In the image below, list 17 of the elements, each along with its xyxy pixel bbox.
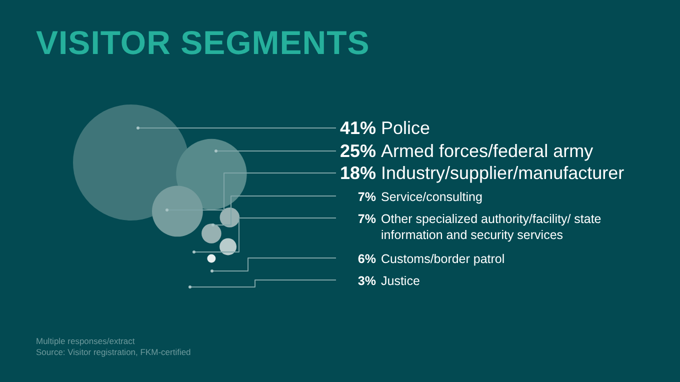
text: Multiple responses/extract	[36, 336, 136, 347]
category-label: Service/consulting	[381, 189, 482, 205]
data-label: 18%	[338, 162, 376, 184]
data-label: 41%	[338, 117, 376, 139]
data-label: 3%	[356, 273, 376, 289]
category-label: Armed forces/federal army	[381, 140, 594, 162]
category-label: Police	[381, 117, 430, 139]
data-label: 6%	[356, 251, 376, 267]
category-label: Customs/border patrol	[381, 251, 505, 267]
text: VISITOR SEGMENTS	[36, 24, 370, 62]
category-label: Justice	[381, 273, 420, 289]
category-label: Industry/supplier/manufacturer	[381, 162, 624, 184]
data-label: 7%	[356, 211, 376, 228]
source-note: Source: Visitor registration, FKM-certified	[36, 347, 191, 358]
category-label: Other specialized authority/facility/ state information and security services	[381, 211, 602, 243]
data-label: 7%	[356, 189, 376, 205]
data-label: 25%	[338, 140, 376, 162]
